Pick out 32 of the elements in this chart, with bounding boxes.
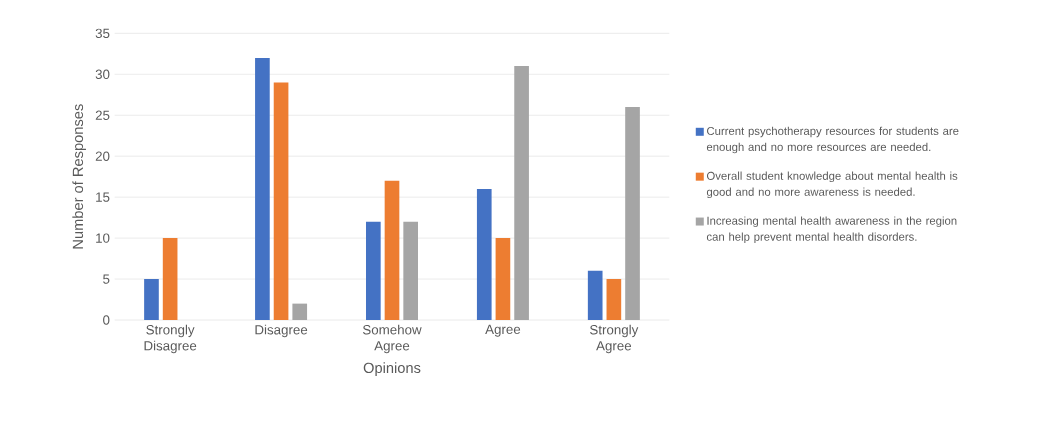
legend-label: Increasing mental health awareness in the region can help prevent mental health disorders. [706, 216, 957, 243]
x-tick-label: Strongly Agree [590, 324, 639, 354]
bar [495, 238, 511, 320]
bar [606, 279, 622, 320]
bar [162, 238, 178, 320]
y-tick-label: 10 [96, 233, 110, 243]
bar [514, 66, 529, 320]
bar [476, 188, 492, 320]
y-axis-title: Number of Responses [72, 104, 86, 249]
y-tick-label: 20 [95, 151, 110, 161]
y-tick-label: 5 [103, 274, 110, 284]
legend-label: Overall student knowledge about mental health is good and no more awareness is needed. [706, 171, 958, 199]
bar [384, 180, 400, 320]
x-tick-label: Strongly Disagree [144, 324, 197, 354]
x-tick-label: Agree [485, 324, 521, 337]
y-tick-label: 25 [95, 110, 110, 120]
bar [403, 221, 418, 320]
x-tick-label: Disagree [255, 324, 308, 338]
y-tick-label: 30 [95, 69, 110, 80]
y-tick-label: 35 [95, 28, 110, 39]
bar [292, 303, 308, 320]
bar [144, 279, 159, 320]
y-tick-label: 15 [96, 192, 110, 202]
legend-label: Current psychotherapy resources for students are enough and no more resources are needed. [706, 126, 959, 154]
bar [273, 82, 289, 320]
bar [587, 270, 603, 320]
x-tick-label: Somehow Agree [362, 324, 422, 354]
bar [255, 57, 270, 320]
y-tick-label: 0 [103, 315, 110, 325]
x-axis-title: Opinions [363, 362, 421, 376]
bar [366, 221, 381, 320]
bar [625, 107, 640, 320]
